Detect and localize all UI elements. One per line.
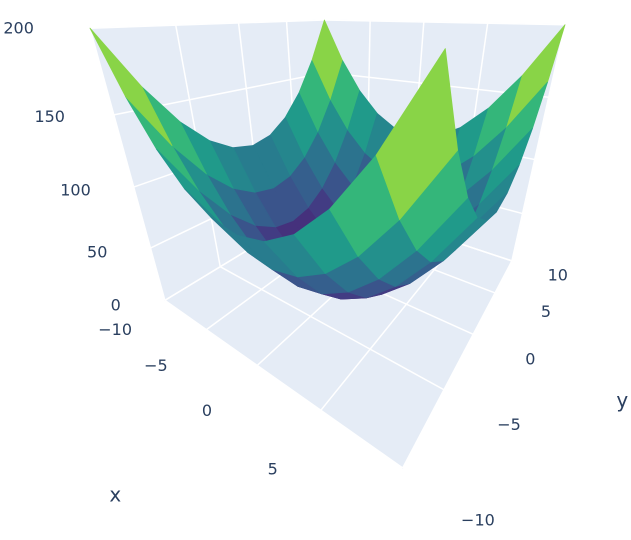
grid-line [402, 260, 513, 469]
z-tick-label: 200 [3, 18, 34, 37]
z-tick-label: 100 [60, 181, 91, 200]
grid-line [320, 241, 457, 411]
grid-line [89, 28, 166, 301]
grid-line [324, 19, 566, 26]
y-tick-label: −5 [497, 415, 521, 434]
z-tick-label: 0 [111, 295, 121, 314]
y-tick-label: −10 [461, 511, 495, 530]
grid-line [219, 266, 445, 391]
y-axis-title: y [616, 388, 628, 412]
x-tick-label: −10 [98, 320, 132, 339]
surface-patch [89, 27, 173, 147]
z-tick-label: 150 [34, 107, 65, 126]
y-tick-label: 10 [548, 266, 568, 285]
y-tick-label: 0 [525, 350, 535, 369]
y-tick-label: 5 [541, 302, 551, 321]
x-tick-label: 0 [202, 401, 212, 420]
x-tick-label: 5 [268, 459, 278, 478]
grid-line [164, 299, 404, 469]
x-tick-label: −5 [144, 356, 168, 375]
surface-patch [375, 48, 459, 221]
grid-line [89, 19, 325, 29]
x-axis-title: x [109, 483, 121, 507]
z-tick-label: 50 [87, 243, 107, 262]
grid-line [511, 24, 566, 262]
